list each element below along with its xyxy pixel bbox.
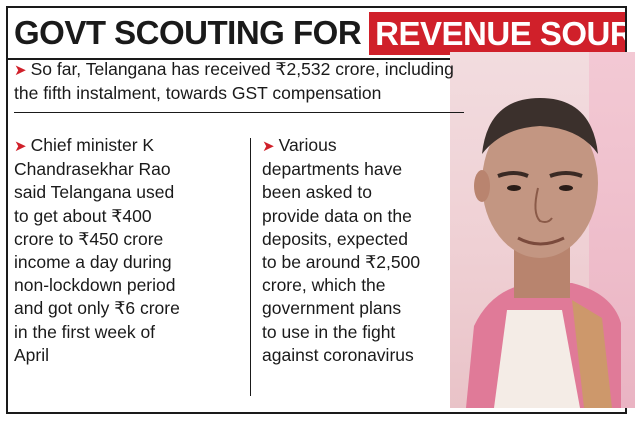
left-column-text: Chief minister K Chandrasekhar Rao said … <box>14 135 180 365</box>
right-column-text: Various departments have been asked to p… <box>262 135 421 365</box>
intro-text: So far, Telangana has received ₹2,532 cr… <box>14 59 454 103</box>
vertical-divider <box>250 138 251 396</box>
triangle-arrow-icon: ➤ <box>14 138 27 155</box>
right-column-bullet: ➤ Various departments have been asked to … <box>262 134 462 367</box>
triangle-arrow-icon: ➤ <box>262 138 275 155</box>
headline-bar: GOVT SCOUTING FOR REVENUE SOURCES <box>8 8 625 60</box>
intro-bullet: ➤ So far, Telangana has received ₹2,532 c… <box>14 58 464 104</box>
headline-black: GOVT SCOUTING FOR <box>14 14 362 51</box>
headline-red: REVENUE SOURCES <box>369 11 625 55</box>
horizontal-divider <box>14 112 464 113</box>
triangle-arrow-icon: ➤ <box>14 62 27 79</box>
portrait-photo <box>466 98 621 408</box>
left-column-bullet: ➤ Chief minister K Chandrasekhar Rao said… <box>14 134 239 367</box>
